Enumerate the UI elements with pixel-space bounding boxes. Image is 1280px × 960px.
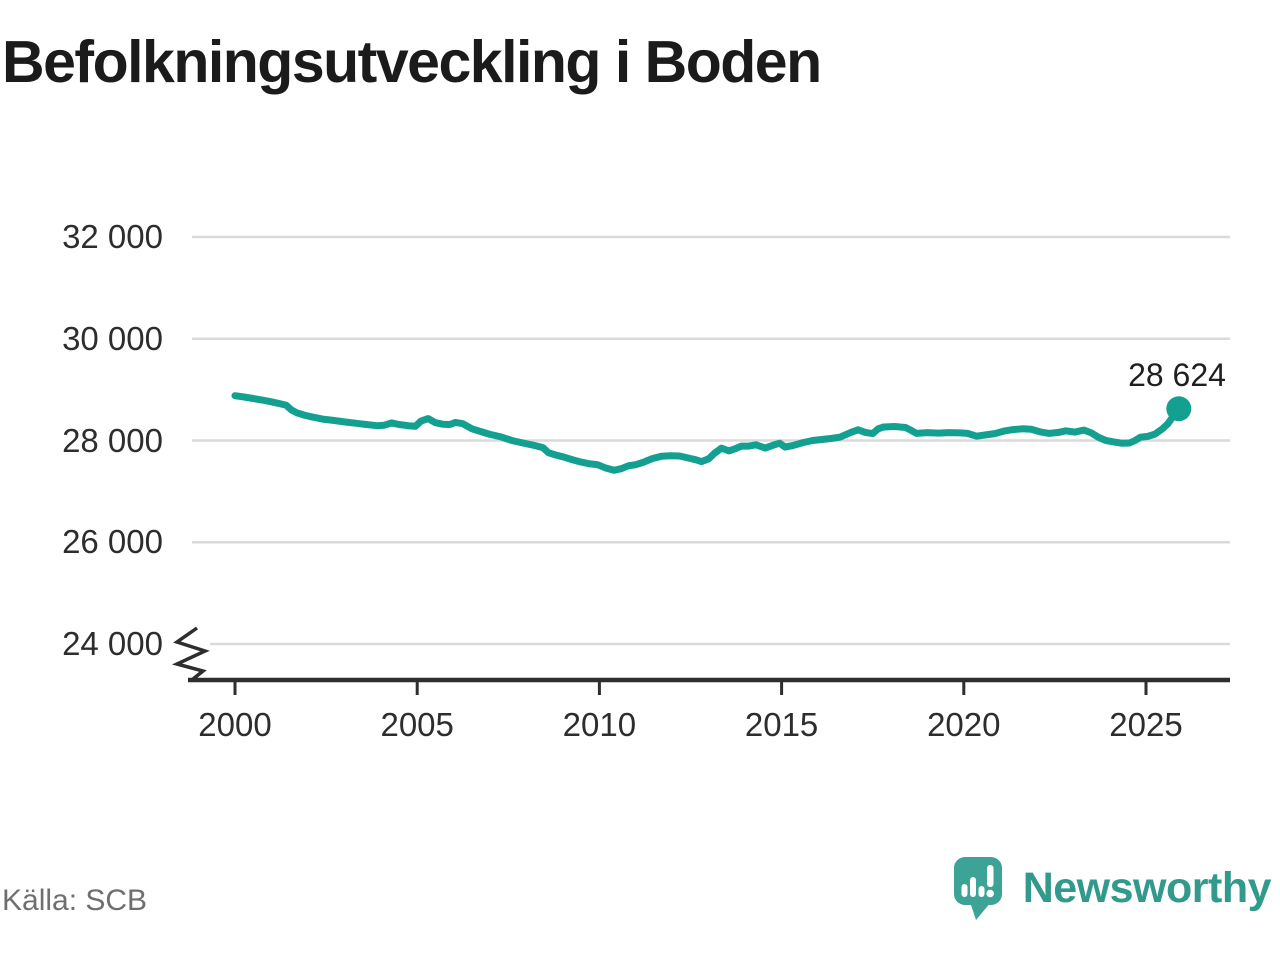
y-tick-label: 30 000 — [62, 319, 163, 357]
x-tick-label: 2005 — [380, 706, 454, 743]
x-tick-label: 2000 — [198, 706, 272, 743]
newsworthy-logo: Newsworthy — [953, 856, 1272, 922]
y-tick-label: 28 000 — [62, 421, 163, 459]
newsworthy-bubble-chart-icon — [953, 857, 1002, 920]
axis-break-icon — [171, 626, 210, 681]
x-tick-label: 2010 — [562, 706, 637, 743]
chart-title: Befolkningsutveckling i Boden — [2, 29, 822, 95]
y-tick-label: 26 000 — [62, 523, 163, 561]
end-point-marker — [1166, 396, 1192, 422]
x-tick-label: 2025 — [1109, 706, 1183, 743]
population-line — [231, 392, 1183, 474]
source-note: Källa: SCB — [2, 884, 148, 917]
x-tick-label: 2015 — [744, 706, 819, 743]
newsworthy-wordmark: Newsworthy — [1022, 864, 1272, 912]
latest-value-label: 28 624 — [1128, 357, 1226, 393]
y-tick-label: 24 000 — [62, 625, 163, 662]
x-tick-label: 2020 — [927, 706, 1001, 743]
y-tick-label: 32 000 — [62, 218, 163, 255]
